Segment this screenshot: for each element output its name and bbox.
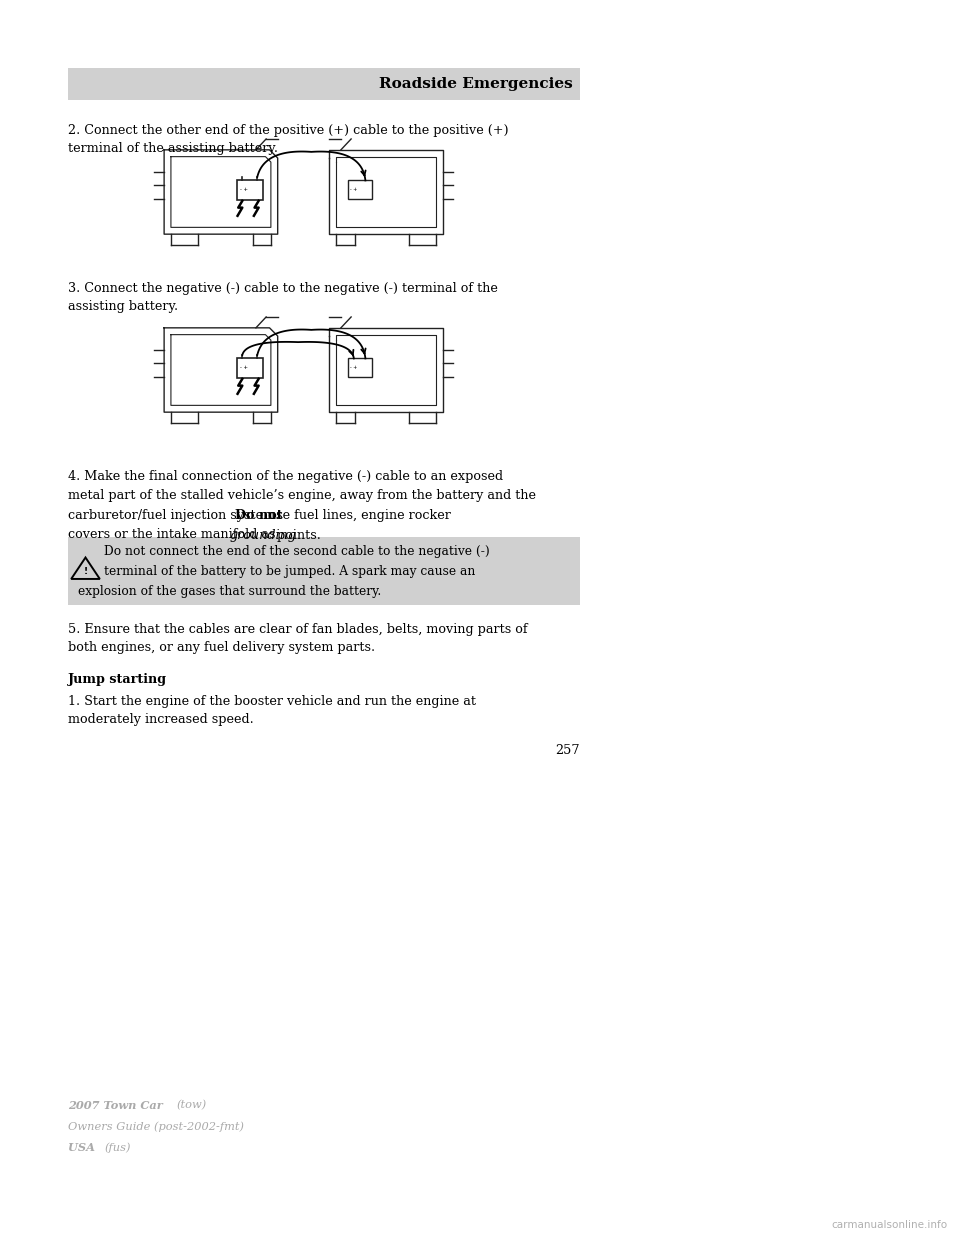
FancyBboxPatch shape (237, 358, 263, 378)
Text: terminal of the battery to be jumped. A spark may cause an: terminal of the battery to be jumped. A … (104, 565, 475, 578)
FancyBboxPatch shape (68, 68, 580, 101)
Text: USA: USA (68, 1141, 99, 1153)
Text: use fuel lines, engine rocker: use fuel lines, engine rocker (264, 509, 451, 522)
Text: grounding: grounding (230, 529, 297, 542)
Text: points.: points. (274, 529, 321, 542)
Text: (tow): (tow) (176, 1100, 206, 1110)
Text: - +: - + (240, 188, 249, 193)
Text: 1. Start the engine of the booster vehicle and run the engine at
moderately incr: 1. Start the engine of the booster vehic… (68, 696, 476, 727)
Text: metal part of the stalled vehicle’s engine, away from the battery and the: metal part of the stalled vehicle’s engi… (68, 489, 536, 503)
Text: carburetor/fuel injection system.: carburetor/fuel injection system. (68, 509, 283, 522)
FancyBboxPatch shape (68, 537, 580, 605)
Text: Do not: Do not (235, 509, 282, 522)
Text: 3. Connect the negative (-) cable to the negative (-) terminal of the
assisting : 3. Connect the negative (-) cable to the… (68, 282, 498, 313)
FancyBboxPatch shape (348, 180, 372, 199)
Text: 5. Ensure that the cables are clear of fan blades, belts, moving parts of
both e: 5. Ensure that the cables are clear of f… (68, 622, 528, 653)
Text: !: ! (84, 568, 87, 576)
Text: - +: - + (350, 188, 358, 193)
FancyBboxPatch shape (348, 359, 372, 376)
FancyBboxPatch shape (237, 180, 263, 200)
Text: 4. Make the final connection of the negative (-) cable to an exposed: 4. Make the final connection of the nega… (68, 469, 503, 483)
Text: (fus): (fus) (104, 1141, 131, 1153)
Text: explosion of the gases that surround the battery.: explosion of the gases that surround the… (78, 585, 381, 597)
Text: Owners Guide (post-2002-fmt): Owners Guide (post-2002-fmt) (68, 1122, 244, 1131)
Text: Do not connect the end of the second cable to the negative (-): Do not connect the end of the second cab… (104, 545, 490, 559)
Text: 2007 Town Car: 2007 Town Car (68, 1100, 167, 1112)
Text: covers or the intake manifold as: covers or the intake manifold as (68, 529, 279, 542)
Text: carmanualsonline.info: carmanualsonline.info (832, 1220, 948, 1230)
Text: 2. Connect the other end of the positive (+) cable to the positive (+)
terminal : 2. Connect the other end of the positive… (68, 124, 509, 155)
Text: - +: - + (240, 365, 249, 370)
Text: - +: - + (350, 365, 358, 370)
Text: Roadside Emergencies: Roadside Emergencies (379, 77, 573, 91)
Text: Jump starting: Jump starting (68, 673, 167, 687)
Text: 257: 257 (556, 744, 580, 756)
